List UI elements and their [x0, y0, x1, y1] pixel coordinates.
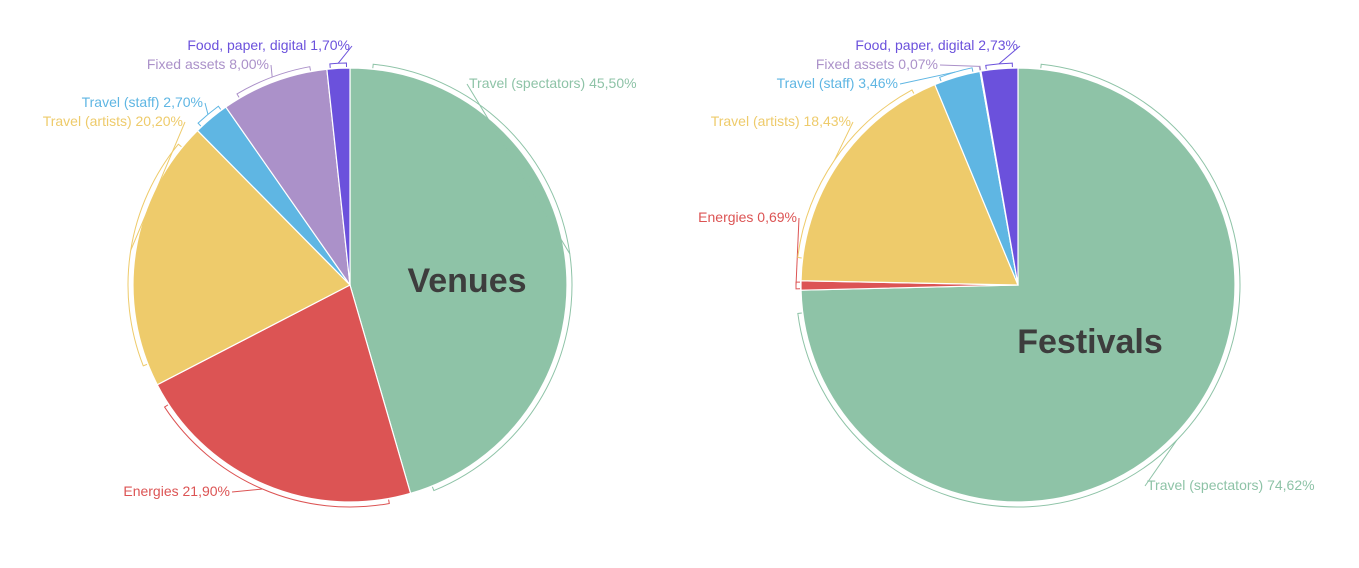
slice-food-paper-digital[interactable] [980, 67, 1019, 286]
slice-label-travel-staff: Travel (staff) 3,46% [777, 75, 898, 91]
bracket-fixed-assets [236, 66, 311, 98]
label-brackets [795, 45, 1241, 508]
slices [800, 67, 1236, 503]
bracket-energies [163, 404, 390, 508]
leader-energies [795, 217, 800, 286]
label-brackets [127, 45, 573, 508]
slice-travel-spectators[interactable] [349, 67, 568, 495]
slice-fixed-assets[interactable] [224, 68, 351, 286]
slice-labels: Travel (spectators) 74,62% Energies 0,69%… [698, 37, 1314, 493]
bracket-travel-staff [939, 67, 974, 82]
venues-pie: Travel (spectators) 45,50% Energies 21,90… [43, 37, 637, 508]
slice-energies[interactable] [156, 284, 412, 503]
slices [132, 67, 568, 503]
leader-travel-spectators [1144, 439, 1178, 487]
leader-travel-staff [204, 102, 209, 115]
slice-label-travel-artists: Travel (artists) 18,43% [711, 113, 851, 129]
festivals-pie: Travel (spectators) 74,62% Energies 0,69%… [698, 37, 1315, 508]
slice-label-fixed-assets: Fixed assets 8,00% [147, 56, 269, 72]
bracket-travel-artists [797, 89, 915, 259]
leader-travel-spectators [466, 83, 571, 254]
leader-energies [231, 488, 263, 493]
slice-label-travel-artists: Travel (artists) 20,20% [43, 113, 183, 129]
slice-label-travel-spectators: Travel (spectators) 45,50% [469, 75, 637, 91]
slice-label-food-paper-digital: Food, paper, digital 1,70% [187, 37, 350, 53]
slice-labels: Travel (spectators) 45,50% Energies 21,90… [43, 37, 637, 499]
leader-travel-staff [899, 71, 956, 85]
slice-travel-artists[interactable] [132, 129, 351, 386]
bracket-fixed-assets [978, 65, 982, 71]
leader-fixed-assets [939, 64, 980, 67]
slice-label-travel-staff: Travel (staff) 2,70% [82, 94, 203, 110]
chart-title: Festivals [1017, 323, 1163, 361]
bracket-travel-spectators [797, 63, 1241, 508]
leader-travel-artists [130, 121, 186, 251]
chart-title: Venues [407, 262, 526, 300]
slice-label-energies: Energies 21,90% [123, 483, 230, 499]
leader-food-paper-digital [998, 45, 1021, 65]
leader-food-paper-digital [337, 45, 353, 64]
leader-travel-artists [834, 121, 854, 161]
leader-fixed-assets [270, 64, 273, 78]
slice-label-fixed-assets: Fixed assets 0,07% [816, 56, 938, 72]
bracket-food-paper-digital [329, 62, 348, 68]
slice-label-energies: Energies 0,69% [698, 209, 797, 225]
slice-travel-artists[interactable] [800, 83, 1019, 286]
slice-label-food-paper-digital: Food, paper, digital 2,73% [855, 37, 1018, 53]
slice-food-paper-digital[interactable] [326, 67, 351, 286]
slice-label-travel-spectators: Travel (spectators) 74,62% [1147, 477, 1315, 493]
